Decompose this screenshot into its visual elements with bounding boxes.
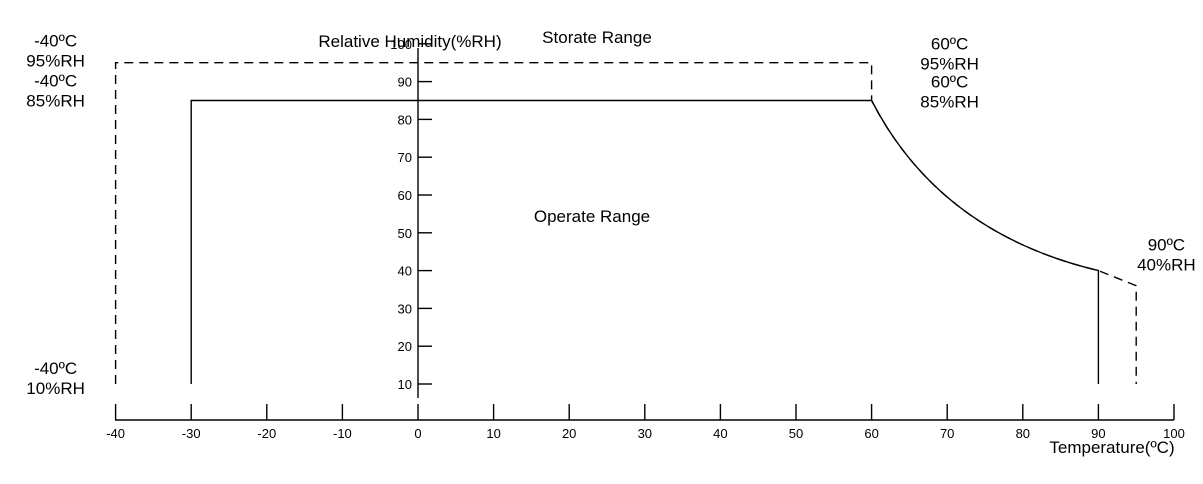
y-tick-label-40: 40 [398, 264, 412, 279]
x-tick-label-30: 30 [638, 426, 652, 441]
annotation-90c-40rh: 90ºC 40%RH [1137, 236, 1196, 275]
operate-range-boundary [190, 99, 1100, 384]
y-axis-title: Relative Humidity(%RH) [318, 32, 501, 51]
x-axis-ticks: -40 -30 -20 -10 0 10 20 30 40 50 60 70 80 90 100 [106, 404, 1185, 441]
x-tick-label-0: 0 [414, 426, 421, 441]
annotation--40c-95rh: -40ºC 95%RH [26, 32, 85, 71]
x-tick-label-10: 10 [486, 426, 500, 441]
x-tick-label-50: 50 [789, 426, 803, 441]
x-tick-label-80: 80 [1016, 426, 1030, 441]
x-tick-label-100: 100 [1163, 426, 1185, 441]
x-tick-label--40: -40 [106, 426, 125, 441]
x-tick-label-40: 40 [713, 426, 727, 441]
annotation-60c-85rh: 60ºC 85%RH [920, 73, 979, 112]
annotation--40c-85rh: -40ºC 85%RH [26, 72, 85, 111]
x-tick-label-20: 20 [562, 426, 576, 441]
operate-range-label: Operate Range [534, 207, 650, 226]
y-tick-label-50: 50 [398, 226, 412, 241]
y-axis-ticks: 10 20 30 40 50 60 70 80 90 100 [390, 37, 432, 392]
y-tick-label-90: 90 [398, 75, 412, 90]
y-tick-label-60: 60 [398, 188, 412, 203]
y-tick-label-100: 100 [390, 37, 412, 52]
x-tick-label-60: 60 [864, 426, 878, 441]
y-tick-label-80: 80 [398, 112, 412, 127]
y-tick-label-70: 70 [398, 150, 412, 165]
x-tick-label--10: -10 [333, 426, 352, 441]
storage-range-label: Storate Range [542, 28, 652, 47]
x-axis-title: Temperature(ºC) [1049, 438, 1174, 457]
y-tick-label-30: 30 [398, 301, 412, 316]
annotation--40c-10rh: -40ºC 10%RH [26, 359, 85, 398]
x-tick-label-70: 70 [940, 426, 954, 441]
y-tick-label-10: 10 [398, 377, 412, 392]
x-tick-label--20: -20 [257, 426, 276, 441]
x-tick-label-90: 90 [1091, 426, 1105, 441]
y-tick-label-20: 20 [398, 339, 412, 354]
x-tick-label--30: -30 [182, 426, 201, 441]
annotation-60c-95rh: 60ºC 95%RH [920, 35, 979, 74]
